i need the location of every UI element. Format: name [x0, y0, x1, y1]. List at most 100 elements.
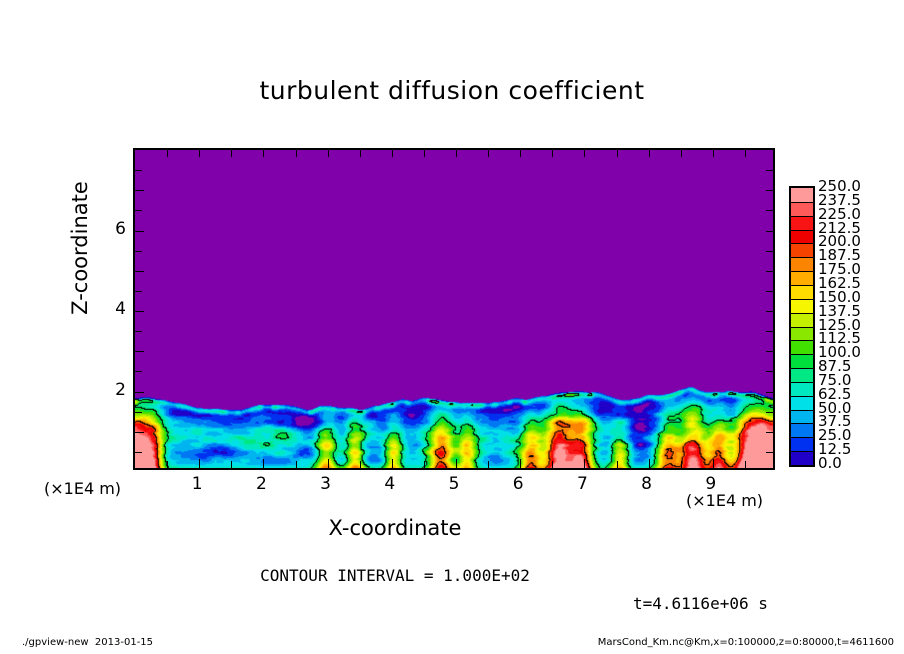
- colorbar-band: [791, 215, 813, 231]
- x-tick: [744, 461, 746, 468]
- colorbar-band: [791, 201, 813, 217]
- y-tick: [135, 190, 144, 192]
- colorbar-band: [791, 423, 813, 438]
- colorbar-separator: [791, 229, 813, 231]
- colorbar-label: 212.5: [818, 218, 861, 237]
- y-tick-right: [766, 431, 773, 433]
- x-tick: [327, 459, 329, 468]
- y-tick-right: [766, 311, 773, 312]
- colorbar-label: 125.0: [818, 315, 861, 334]
- colorbar-label: 50.0: [818, 398, 852, 417]
- y-tick-right: [766, 210, 773, 212]
- colorbar: [789, 186, 815, 467]
- y-tick: [135, 391, 144, 393]
- y-tick-label: 2: [115, 379, 126, 400]
- colorbar-label: 162.5: [818, 273, 861, 292]
- y-tick-right: [766, 411, 773, 413]
- colorbar-band: [791, 188, 813, 203]
- x-tick-label: 7: [576, 474, 588, 494]
- colorbar-band: [791, 368, 813, 383]
- y-tick-right: [766, 451, 773, 453]
- colorbar-label: 0.0: [818, 454, 842, 472]
- colorbar-band: [791, 409, 813, 424]
- y-tick-right: [766, 170, 773, 172]
- colorbar-band: [791, 312, 813, 327]
- y-tick: [135, 210, 142, 212]
- turbulence-field-canvas: [135, 150, 773, 468]
- colorbar-separator: [791, 437, 813, 439]
- x-tick: [584, 459, 586, 468]
- y-tick-label: 4: [115, 299, 126, 319]
- x-tick: [231, 461, 233, 468]
- colorbar-labels: 250.0 237.5 225.0 212.5 200.0 187.5 175.0 162.5…: [818, 179, 898, 471]
- colorbar-band: [791, 451, 813, 466]
- x-tick-top: [263, 150, 265, 157]
- y-tick-right: [766, 290, 773, 292]
- colorbar-separator: [791, 354, 813, 356]
- colorbar-separator: [791, 257, 813, 259]
- colorbar-label: 150.0: [818, 287, 861, 306]
- y-tick: [135, 250, 142, 252]
- x-tick: [359, 461, 361, 468]
- y-tick: [135, 290, 142, 292]
- y-tick: [135, 311, 144, 312]
- x-tick-top: [199, 150, 201, 157]
- y-tick-right: [766, 230, 773, 232]
- y-tick: [135, 371, 142, 373]
- x-tick-top: [359, 150, 361, 157]
- x-tick-label: 3: [320, 474, 331, 494]
- page-title: turbulent diffusion coefficient: [259, 76, 645, 105]
- x-tick-top: [391, 150, 393, 157]
- footer-datasource: MarsCond_Km.nc@Km,x=0:100000,z=0:80000,t…: [597, 637, 894, 648]
- time-annotation: t=4.6116e+06 s: [633, 594, 768, 613]
- colorbar-label: 250.0: [818, 177, 861, 195]
- y-tick-right: [766, 331, 773, 333]
- x-tick-label: 9: [705, 474, 717, 494]
- colorbar-separator: [791, 395, 813, 397]
- x-tick-top: [488, 150, 490, 157]
- y-tick: [135, 351, 144, 353]
- x-tick-label: 6: [512, 474, 524, 494]
- colorbar-separator: [791, 284, 813, 286]
- x-tick: [167, 461, 169, 468]
- colorbar-label: 12.5: [818, 440, 852, 459]
- x-tick-label: 1: [191, 474, 203, 494]
- colorbar-label: 75.0: [818, 370, 852, 389]
- x-tick-label: 8: [641, 474, 652, 494]
- x-tick-top: [680, 150, 682, 157]
- colorbar-label: 225.0: [818, 204, 861, 223]
- colorbar-separator: [791, 298, 813, 300]
- colorbar-separator: [791, 215, 813, 217]
- colorbar-label: 137.5: [818, 301, 861, 320]
- x-tick-top: [584, 150, 586, 157]
- colorbar-label: 100.0: [818, 343, 861, 362]
- colorbar-separator: [791, 451, 813, 453]
- colorbar-label: 25.0: [818, 426, 852, 445]
- x-tick: [648, 459, 650, 468]
- y-tick: [135, 270, 144, 272]
- x-tick-label: 2: [255, 474, 267, 494]
- colorbar-band: [791, 229, 813, 244]
- x-tick-top: [616, 150, 618, 157]
- colorbar-separator: [791, 423, 813, 425]
- colorbar-band: [791, 326, 813, 341]
- contour-interval-annotation: CONTOUR INTERVAL = 1.000E+02: [260, 566, 530, 585]
- colorbar-label: 87.5: [818, 357, 852, 376]
- y-tick-right: [766, 351, 773, 353]
- colorbar-band: [791, 271, 813, 286]
- y-tick: [135, 411, 142, 413]
- y-tick: [135, 451, 142, 453]
- x-tick-top: [712, 150, 714, 157]
- x-tick-top: [456, 150, 457, 157]
- x-tick: [712, 459, 714, 468]
- x-unit-label: (×1E4 m): [686, 491, 764, 510]
- x-tick: [295, 461, 297, 468]
- x-axis-title: X-coordinate: [328, 516, 462, 540]
- x-tick-label: 4: [384, 474, 396, 494]
- y-tick: [135, 331, 142, 333]
- colorbar-label: 112.5: [818, 329, 861, 348]
- colorbar-label: 200.0: [818, 232, 861, 251]
- colorbar-band: [791, 340, 813, 355]
- x-tick-top: [520, 150, 522, 157]
